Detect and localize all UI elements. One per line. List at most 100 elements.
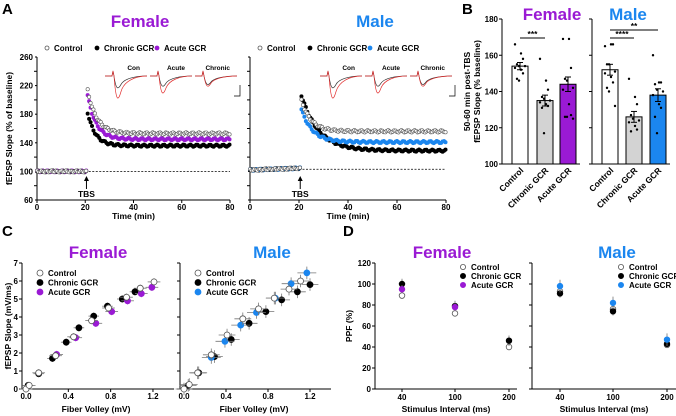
- individual-data-point: [605, 63, 609, 66]
- legend-marker-acute: [36, 288, 44, 296]
- legend-label-acute: Acute GCR: [471, 281, 513, 290]
- individual-data-point: [563, 115, 567, 119]
- legend-label-chronic: Chronic GCR: [206, 279, 256, 288]
- data-point-control: [223, 331, 231, 339]
- data-point-control: [451, 310, 459, 317]
- x-tick-label: 0.4: [220, 392, 232, 401]
- trace-after-tbs: [320, 70, 363, 99]
- individual-data-point: [653, 115, 657, 119]
- individual-data-point: [567, 102, 571, 106]
- data-point-control: [297, 165, 302, 170]
- data-point-control: [300, 103, 305, 108]
- x-tick-label: 200: [660, 393, 674, 402]
- legend-marker-acute: [194, 288, 202, 296]
- legend-label-control: Control: [629, 263, 657, 272]
- individual-data-point: [540, 106, 544, 110]
- y-tick-label: 120: [485, 124, 499, 133]
- individual-data-point: [523, 64, 527, 68]
- x-tick-label: 0.8: [105, 392, 117, 401]
- individual-data-point: [633, 124, 637, 128]
- individual-data-point: [538, 101, 542, 104]
- y-tick-label: 3: [14, 331, 19, 340]
- individual-data-point: [565, 79, 569, 82]
- individual-data-point: [563, 77, 567, 81]
- inset-label: Con: [342, 65, 355, 72]
- panel-label-a: A: [2, 1, 13, 18]
- data-point-control: [136, 284, 144, 292]
- data-point-control: [92, 111, 97, 116]
- individual-data-point: [540, 95, 544, 99]
- individual-data-point: [629, 113, 633, 117]
- legend-label-chronic: Chronic GCR: [471, 272, 521, 281]
- bar-chronic-gcr: [536, 100, 554, 165]
- data-point-control: [25, 381, 33, 389]
- legend-marker-control: [194, 269, 202, 277]
- individual-data-point: [659, 106, 663, 110]
- tbs-arrowhead-icon: [297, 176, 303, 181]
- data-point-control: [84, 168, 89, 173]
- x-axis-label: Stimulus Interval (ms): [402, 404, 491, 414]
- y-tick-label: 40: [362, 343, 371, 352]
- data-point-control: [70, 333, 78, 341]
- data-point-acute-gcr: [308, 124, 313, 129]
- x-axis-label: Time (min): [327, 211, 370, 221]
- y-tick-label: 100: [358, 280, 372, 289]
- y-tick-label: 180: [485, 15, 499, 24]
- individual-data-point: [611, 81, 615, 84]
- y-tick-label: 0: [367, 385, 372, 394]
- bar-chronic-gcr: [625, 116, 643, 165]
- trace-after-tbs: [150, 70, 193, 94]
- x-tick-label: 20: [81, 203, 90, 212]
- a-male-title: Male: [356, 12, 394, 31]
- x-tick-label: 0.8: [262, 392, 274, 401]
- inset-label: Chronic: [420, 65, 445, 72]
- significance-stars: ****: [615, 29, 629, 39]
- individual-data-point: [567, 37, 571, 41]
- data-point-chronic-gcr: [227, 142, 232, 147]
- y-tick-label: 60: [362, 322, 371, 331]
- data-point-control: [185, 381, 193, 388]
- y-tick-label: 6: [14, 277, 19, 286]
- y-tick-label: 140: [485, 88, 499, 97]
- data-point-control: [35, 369, 43, 377]
- data-point-control: [285, 285, 293, 293]
- data-point-control: [443, 130, 448, 135]
- individual-data-point: [569, 66, 573, 70]
- inset-label: Acute: [382, 65, 400, 72]
- data-point-chronic-gcr: [91, 128, 96, 133]
- individual-data-point: [657, 81, 661, 84]
- individual-data-point: [513, 66, 517, 70]
- legend-label-control: Control: [48, 269, 76, 278]
- legend-marker-acute: [367, 45, 373, 51]
- y-tick-label: 120: [358, 259, 372, 268]
- trace-baseline: [410, 70, 453, 85]
- y-tick-label: 140: [20, 139, 34, 148]
- data-point-acute-gcr: [237, 321, 245, 329]
- data-point-control: [105, 304, 112, 312]
- x-tick-label: 40: [344, 203, 353, 212]
- inset-label: Con: [127, 65, 140, 72]
- scale-bar: [234, 85, 241, 97]
- individual-data-point: [631, 117, 635, 120]
- x-tick-label: 40: [556, 393, 565, 402]
- legend-label-acute: Acute GCR: [377, 44, 419, 53]
- x-tick-label: 80: [226, 203, 235, 212]
- x-tick-label: 0: [248, 203, 253, 212]
- c-female-title: Female: [69, 243, 128, 262]
- data-point-control: [85, 87, 90, 92]
- data-point-chronic-gcr: [609, 308, 617, 315]
- data-point-control: [270, 294, 278, 302]
- x-tick-label: 1.2: [147, 392, 159, 401]
- legend-marker-chronic: [36, 279, 44, 286]
- y-tick-label: 80: [362, 301, 371, 310]
- x-tick-label: 0: [35, 203, 40, 212]
- legend-marker-chronic: [194, 279, 202, 286]
- legend-label-chronic: Chronic GCR: [317, 44, 367, 53]
- data-point-acute-gcr: [663, 336, 671, 343]
- individual-data-point: [561, 37, 565, 41]
- individual-data-point: [613, 104, 617, 108]
- data-point-acute-gcr: [221, 337, 229, 345]
- data-point-chronic-gcr: [306, 281, 314, 289]
